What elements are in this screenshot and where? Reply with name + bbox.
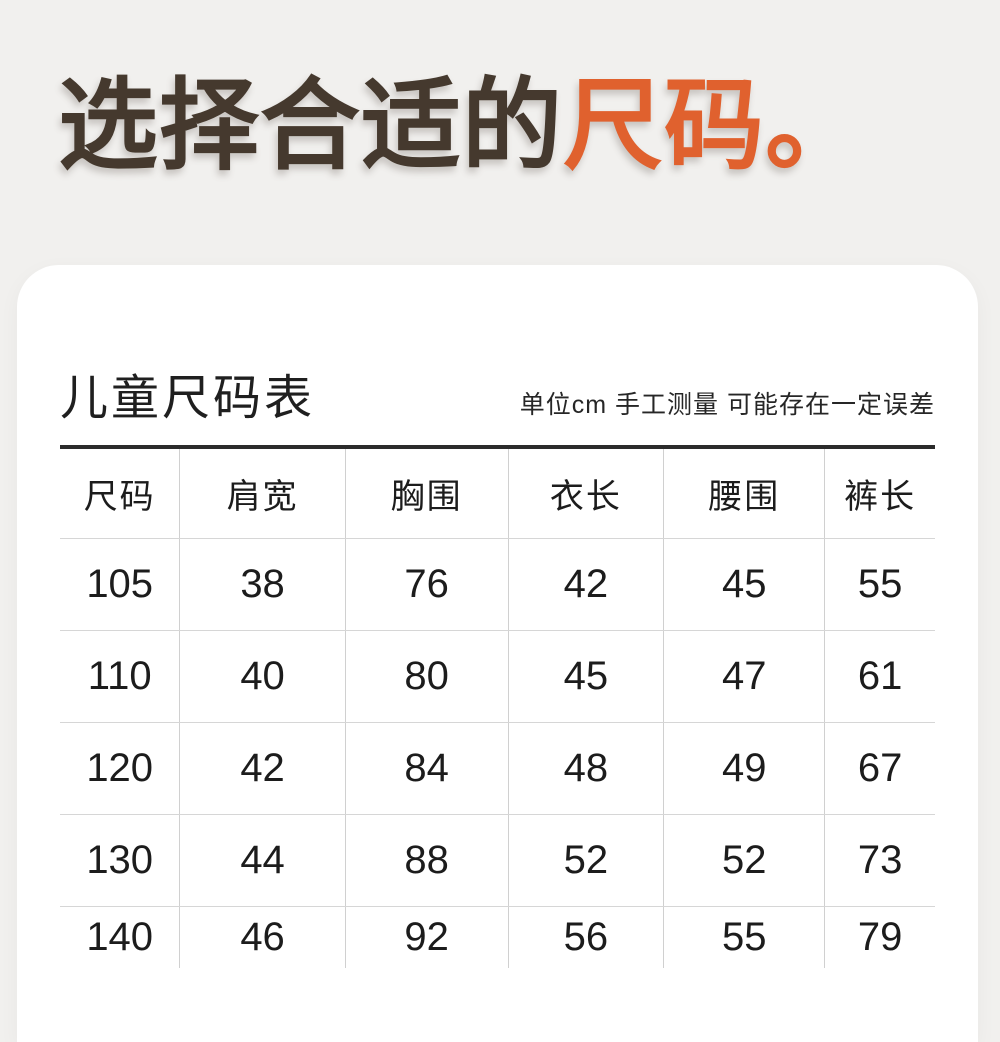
pants-length-cell: 79	[824, 906, 935, 969]
chest-cell: 84	[344, 722, 508, 815]
pants-length-cell: 55	[824, 538, 935, 631]
size-cell: 140	[86, 914, 154, 959]
shoulder-cell: 46	[179, 906, 346, 969]
column-header-shoulder-width: 肩宽	[179, 449, 346, 539]
waist-cell: 49	[663, 722, 825, 815]
waist-cell: 45	[663, 538, 825, 631]
table-row: 130 44 88 52 52 73	[60, 814, 935, 907]
pants-length-cell: 73	[824, 814, 935, 907]
column-header-chest: 胸围	[344, 449, 508, 539]
page-title-accent: 尺码。	[563, 70, 866, 182]
table-row: 120 42 84 48 49 67	[60, 722, 935, 815]
chest-cell: 92	[344, 906, 508, 969]
chest-cell: 76	[344, 538, 508, 631]
waist-cell: 52	[663, 814, 825, 907]
shoulder-cell: 38	[179, 538, 346, 631]
size-cell: 105	[60, 538, 180, 631]
shoulder-cell: 42	[179, 722, 346, 815]
chest-cell: 88	[344, 814, 508, 907]
chest-cell: 80	[344, 630, 508, 723]
pants-length-cell: 61	[824, 630, 935, 723]
column-header-pants-length: 裤长	[824, 449, 935, 539]
table-row: 110 40 80 45 47 61	[60, 630, 935, 723]
size-cell: 120	[60, 722, 180, 815]
garment-length-cell: 45	[507, 630, 664, 723]
page-title: 选择合适的尺码。	[58, 76, 866, 176]
garment-length-cell: 56	[507, 906, 664, 969]
size-table: 尺码 肩宽 胸围 衣长 腰围 裤长 105 38 76 42 45 55	[60, 449, 935, 969]
table-header-row: 尺码 肩宽 胸围 衣长 腰围 裤长	[60, 449, 935, 539]
page-title-main: 选择合适的	[58, 70, 563, 182]
column-header-waist: 腰围	[663, 449, 825, 539]
table-row: 105 38 76 42 45 55	[60, 538, 935, 631]
size-cell: 110	[60, 630, 180, 723]
garment-length-cell: 52	[507, 814, 664, 907]
measurement-note: 单位cm 手工测量 可能存在一定误差	[519, 391, 935, 420]
shoulder-cell: 40	[179, 630, 346, 723]
table-row: 140 46 92 56 55 79	[60, 906, 935, 969]
pants-length-cell: 67	[824, 722, 935, 815]
garment-length-cell: 42	[507, 538, 664, 631]
waist-cell: 55	[663, 906, 825, 969]
size-chart-card: 儿童尺码表 单位cm 手工测量 可能存在一定误差 尺码 肩宽 胸围 衣长 腰围	[17, 265, 978, 1042]
card-header: 儿童尺码表 单位cm 手工测量 可能存在一定误差	[60, 265, 935, 426]
column-header-size: 尺码	[60, 449, 180, 539]
header-divider	[60, 445, 935, 450]
card-title: 儿童尺码表	[60, 372, 316, 425]
waist-cell: 47	[663, 630, 825, 723]
size-cell: 130	[60, 814, 180, 907]
shoulder-cell: 44	[179, 814, 346, 907]
column-header-garment-length: 衣长	[507, 449, 664, 539]
garment-length-cell: 48	[507, 722, 664, 815]
